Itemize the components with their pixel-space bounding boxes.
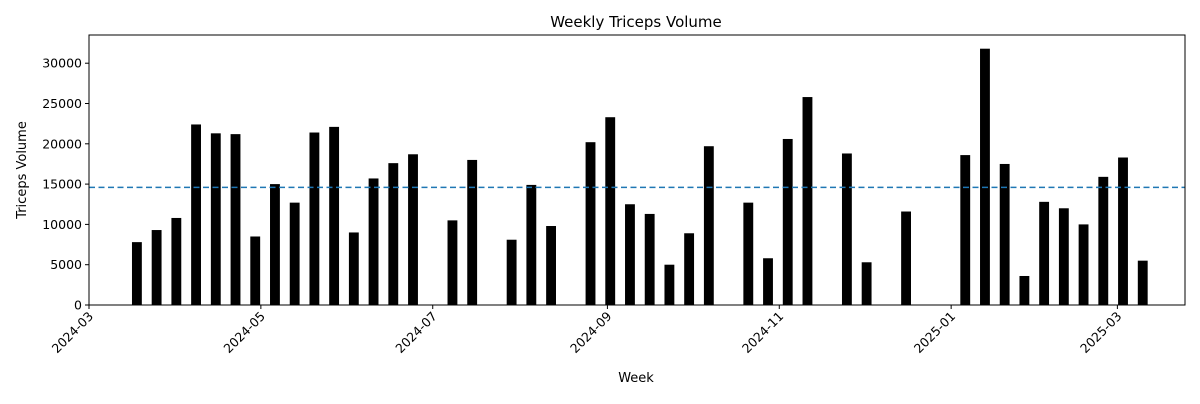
y-axis-label: Triceps Volume	[15, 121, 30, 220]
y-tick-label: 15000	[42, 177, 82, 192]
y-tick-label: 0	[74, 298, 82, 313]
bar	[230, 134, 241, 305]
y-tick-label: 25000	[42, 96, 82, 111]
bar	[191, 124, 201, 306]
bar	[999, 163, 1010, 305]
bar	[250, 236, 261, 305]
chart-title: Weekly Triceps Volume	[550, 13, 722, 31]
bar	[980, 48, 990, 305]
bar	[408, 154, 418, 305]
bar	[388, 163, 399, 305]
x-axis: 2024-03 2024-05 2024-07 2024-09 2024-11 2025-…	[49, 305, 1125, 356]
bar	[506, 239, 517, 305]
bar	[782, 138, 793, 305]
bar	[625, 204, 635, 305]
bar	[861, 262, 872, 305]
x-tick-label: 2025-01	[911, 309, 959, 357]
bar	[1039, 201, 1050, 305]
y-tick-label: 20000	[42, 136, 82, 151]
bar	[368, 178, 379, 305]
bar	[802, 97, 813, 305]
bar	[703, 146, 714, 305]
x-tick-label: 2024-05	[220, 309, 268, 357]
bar	[289, 202, 300, 305]
bar	[1078, 224, 1089, 305]
bar	[447, 220, 458, 305]
x-tick-label: 2024-11	[739, 309, 787, 357]
bar	[546, 226, 556, 305]
bar	[585, 142, 596, 305]
bar	[841, 153, 852, 305]
x-tick-label: 2025-03	[1077, 309, 1125, 357]
bar	[743, 202, 754, 305]
bar	[131, 242, 142, 305]
bar	[664, 264, 675, 305]
bar	[1019, 275, 1030, 305]
bar	[309, 132, 320, 305]
x-tick-label: 2024-03	[49, 309, 97, 357]
y-tick-label: 30000	[42, 56, 82, 71]
bar	[605, 117, 616, 306]
bar	[644, 213, 655, 305]
bar	[763, 258, 773, 305]
bar	[151, 230, 162, 305]
x-axis-label: Week	[618, 371, 654, 386]
bar	[270, 184, 280, 305]
x-tick-label: 2024-07	[392, 309, 440, 357]
bar	[1118, 157, 1128, 305]
y-axis: 0 5000 10000 15000 20000 25000 30000	[42, 56, 89, 313]
bar	[1098, 176, 1109, 305]
bar	[1058, 208, 1069, 305]
y-tick-label: 5000	[50, 257, 82, 272]
bar	[348, 232, 359, 305]
bar	[210, 133, 221, 305]
bar	[467, 159, 478, 305]
bar	[329, 126, 340, 305]
bar	[526, 184, 537, 305]
plot-frame	[88, 34, 1186, 306]
y-tick-label: 10000	[42, 217, 82, 232]
bar	[901, 211, 911, 305]
bar	[1137, 260, 1148, 305]
bars-group	[131, 48, 1148, 306]
bar	[960, 155, 971, 305]
x-tick-label: 2024-09	[567, 308, 615, 356]
bar	[171, 217, 182, 305]
bar	[684, 233, 695, 305]
